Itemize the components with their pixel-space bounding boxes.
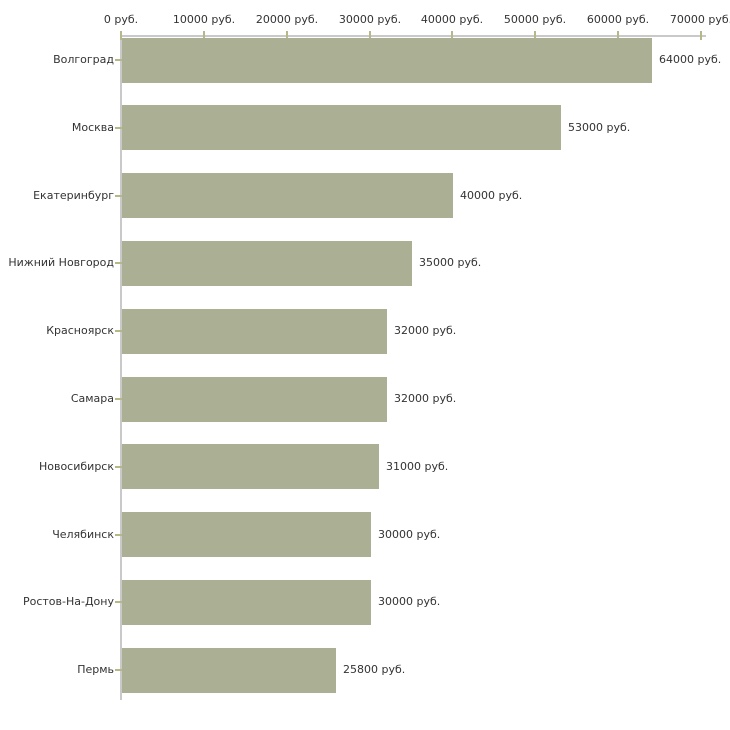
y-tick-mark — [115, 127, 122, 129]
value-label: 64000 руб. — [659, 53, 722, 66]
y-tick-mark — [115, 262, 122, 264]
value-label: 40000 руб. — [460, 189, 523, 202]
category-label: Новосибирск — [38, 460, 114, 473]
bar — [122, 241, 412, 286]
category-label: Пермь — [77, 663, 114, 676]
bar — [122, 173, 453, 218]
x-tick-mark — [120, 31, 122, 40]
x-tick-label: 50000 руб. — [503, 13, 567, 26]
bar — [122, 580, 371, 625]
x-tick-label: 60000 руб. — [586, 13, 650, 26]
y-tick-mark — [115, 534, 122, 536]
x-tick-label: 0 руб. — [103, 13, 139, 26]
category-label: Ростов-На-Дону — [22, 595, 114, 608]
x-tick-mark — [369, 31, 371, 40]
y-tick-mark — [115, 466, 122, 468]
category-label: Челябинск — [52, 528, 114, 541]
value-label: 53000 руб. — [568, 121, 631, 134]
y-tick-mark — [115, 398, 122, 400]
value-label: 32000 руб. — [394, 324, 457, 337]
bar — [122, 309, 387, 354]
category-label: Нижний Новгород — [8, 256, 114, 269]
category-label: Самара — [70, 392, 114, 405]
x-tick-mark — [203, 31, 205, 40]
category-label: Екатеринбург — [33, 189, 114, 202]
bar — [122, 38, 652, 83]
value-label: 32000 руб. — [394, 392, 457, 405]
x-tick-label: 70000 руб. — [669, 13, 730, 26]
bar — [122, 444, 379, 489]
bar — [122, 105, 561, 150]
x-tick-label: 20000 руб. — [255, 13, 319, 26]
x-tick-mark — [534, 31, 536, 40]
x-tick-label: 10000 руб. — [172, 13, 236, 26]
x-tick-label: 40000 руб. — [420, 13, 484, 26]
category-label: Волгоград — [53, 53, 114, 66]
x-tick-label: 30000 руб. — [338, 13, 402, 26]
y-tick-mark — [115, 330, 122, 332]
x-tick-mark — [617, 31, 619, 40]
bar — [122, 648, 336, 693]
value-label: 31000 руб. — [386, 460, 449, 473]
bar — [122, 512, 371, 557]
value-label: 30000 руб. — [378, 595, 441, 608]
y-tick-mark — [115, 195, 122, 197]
category-label: Красноярск — [46, 324, 114, 337]
y-axis-line — [120, 35, 122, 700]
value-label: 35000 руб. — [419, 256, 482, 269]
x-tick-mark — [286, 31, 288, 40]
y-tick-mark — [115, 601, 122, 603]
y-tick-mark — [115, 669, 122, 671]
y-tick-mark — [115, 59, 122, 61]
x-tick-mark — [451, 31, 453, 40]
x-axis-line — [120, 35, 706, 37]
x-tick-mark — [700, 31, 702, 40]
value-label: 25800 руб. — [343, 663, 406, 676]
category-label: Москва — [71, 121, 114, 134]
bar — [122, 377, 387, 422]
value-label: 30000 руб. — [378, 528, 441, 541]
